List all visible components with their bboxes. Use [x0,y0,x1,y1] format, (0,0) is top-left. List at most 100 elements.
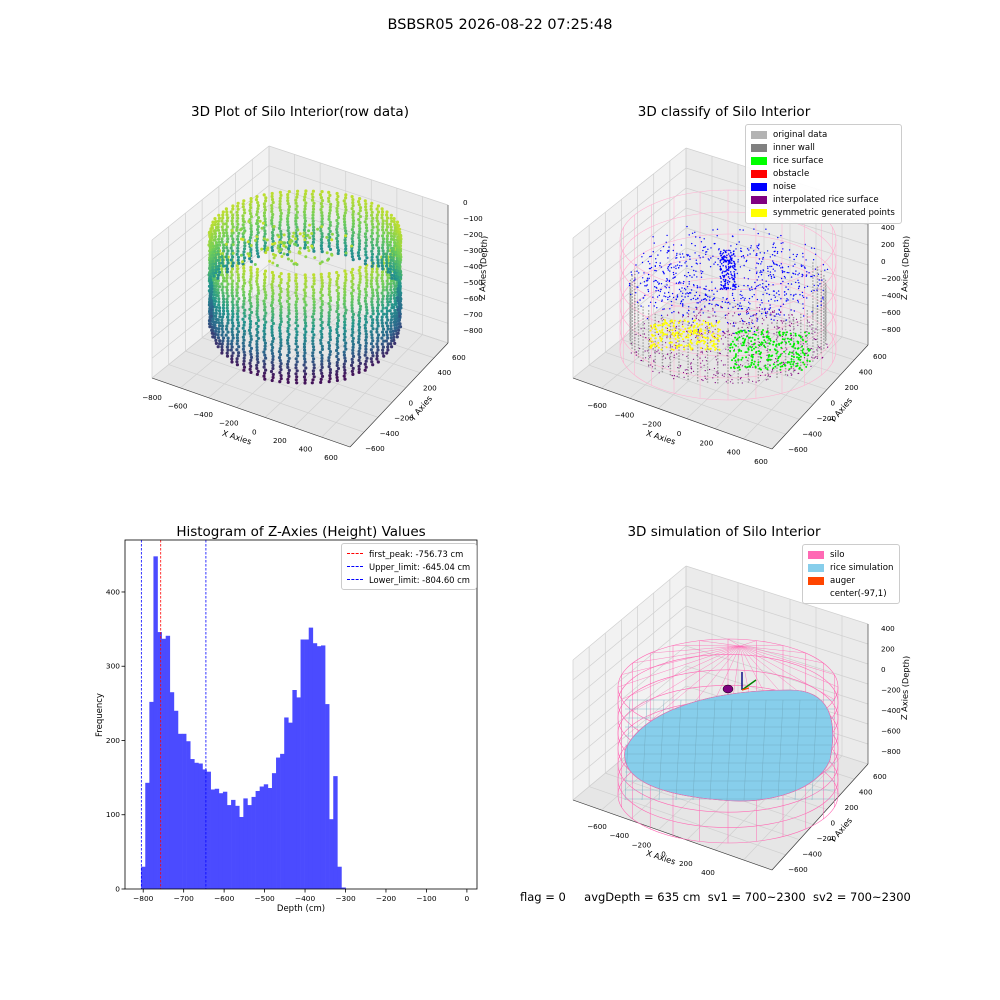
legend-label: Lower_limit: -804.60 cm [369,574,470,585]
sim-y-tick-label: 200 [845,803,859,812]
histogram-title: Histogram of Z-Axies (Height) Values [176,524,426,540]
histogram-bar [308,627,314,889]
sim-y-axis-label: Y Axies [827,816,854,846]
x-tick-label: −300 [335,894,356,903]
histogram-x-axis-label: Depth (cm) [277,904,325,914]
legend-label: obstacle [773,168,810,179]
legend-item: center(-97,1) [808,587,893,600]
histogram-bar [235,805,240,889]
histogram-bar [300,639,305,889]
histogram-bar [198,763,203,889]
raw-x-tick-label: 0 [252,427,257,436]
side-pane [152,146,269,378]
raw-z-tick-label: −800 [463,326,483,335]
legend-item: interpolated rice surface [751,193,895,206]
legend-swatch [808,590,824,598]
histogram-bar [218,793,224,889]
cls-y-tick-label: 0 [831,399,836,408]
histogram-bar [145,782,150,889]
sim-y-tick-label: −400 [802,850,822,859]
cls-y-axis-label: Y Axies [827,396,854,426]
raw-x-tick-label: 600 [324,453,338,462]
legend-label: interpolated rice surface [773,195,879,206]
sim-z-tick-label: −400 [881,706,901,715]
simulation-plot-title: 3D simulation of Silo Interior [627,524,821,540]
sim-z-tick-label: −800 [881,747,901,756]
x-tick-label: −500 [254,894,275,903]
legend-line-swatch [347,553,363,555]
classify-plot-title: 3D classify of Silo Interior [637,104,811,120]
histogram-bar [227,805,232,889]
legend-swatch [751,209,767,218]
histogram-bar [182,733,187,889]
auger-axis-x [741,679,757,691]
histogram-bar [222,791,228,889]
histogram-bar [320,645,326,889]
legend-label: center(-97,1) [830,588,887,599]
histogram-bar [251,796,256,889]
histogram-bar [296,697,301,889]
legend-item: original data [751,128,895,141]
raw-z-tick-label: 0 [463,198,468,207]
legend-label: rice surface [773,155,824,166]
histogram-bar [276,757,281,889]
raw-z-tick-label: −400 [463,262,483,271]
sim-z-axis-label: Z Axies (Depth) [899,656,911,720]
raw-z-tick-label: −700 [463,310,483,319]
raw-y-tick-label: −400 [380,429,400,438]
histogram-bar [267,788,273,889]
cls-y-tick-label: 400 [859,368,873,377]
histogram-bar [157,632,162,889]
histogram-bar [177,733,183,889]
y-tick-label: 400 [106,587,120,596]
classify-legend: original data inner wall rice surface obsta… [745,124,902,224]
histogram-bar [243,798,248,889]
x-tick-label: −400 [295,894,316,903]
legend-swatch [751,182,767,191]
raw-x-tick-label: 200 [273,436,287,445]
side-pane [573,148,686,378]
sim-y-tick-label: −600 [788,865,808,874]
cls-z-tick-label: 0 [881,257,886,266]
raw-y-tick-label: 200 [423,383,437,392]
legend-line-swatch [347,579,363,581]
histogram-bar [312,643,318,889]
cls-x-tick-label: −200 [642,420,662,429]
x-tick-label: −200 [376,894,397,903]
legend-item: auger [808,574,893,587]
x-tick-label: −700 [174,894,195,903]
legend-item: rice simulation [808,561,893,574]
raw-y-tick-label: 0 [409,399,414,408]
cls-x-tick-label: 200 [699,438,713,447]
histogram-bar [239,816,244,889]
raw-x-tick-label: −400 [193,410,213,419]
x-tick-label: −600 [214,894,235,903]
cls-y-tick-label: 200 [845,383,859,392]
legend-item: inner wall [751,141,895,154]
histogram-bar [337,866,342,889]
cls-z-tick-label: −600 [881,308,901,317]
histogram-bar [149,701,154,889]
avg-depth-text: avgDepth = 635 cm [584,890,701,904]
histogram-bar [169,692,175,889]
histogram-bar [161,638,167,889]
cls-x-tick-label: 600 [754,457,768,466]
sim-z-tick-label: 0 [881,665,886,674]
sim-x-tick-label: 0 [661,850,666,859]
legend-swatch [751,156,767,165]
legend-label: first_peak: -756.73 cm [369,548,464,559]
legend-item: rice surface [751,154,895,167]
histogram-bar [263,784,269,889]
status-footer: flag = 0 avgDepth = 635 cm sv1 = 700~230… [520,890,911,904]
y-tick-label: 200 [106,736,120,745]
histogram-legend: first_peak: -756.73 cm Upper_limit: -645.… [341,543,478,591]
sim-x-tick-label: 400 [701,868,715,877]
legend-item: obstacle [751,167,895,180]
histogram-legend-item: first_peak: -756.73 cm [347,547,470,560]
cls-y-tick-label: 600 [873,352,887,361]
cls-z-tick-label: −400 [881,291,901,300]
legend-swatch [808,563,824,572]
sim-x-tick-label: −600 [587,822,607,831]
sim-y-tick-label: 0 [831,819,836,828]
histogram-bar [341,887,346,889]
